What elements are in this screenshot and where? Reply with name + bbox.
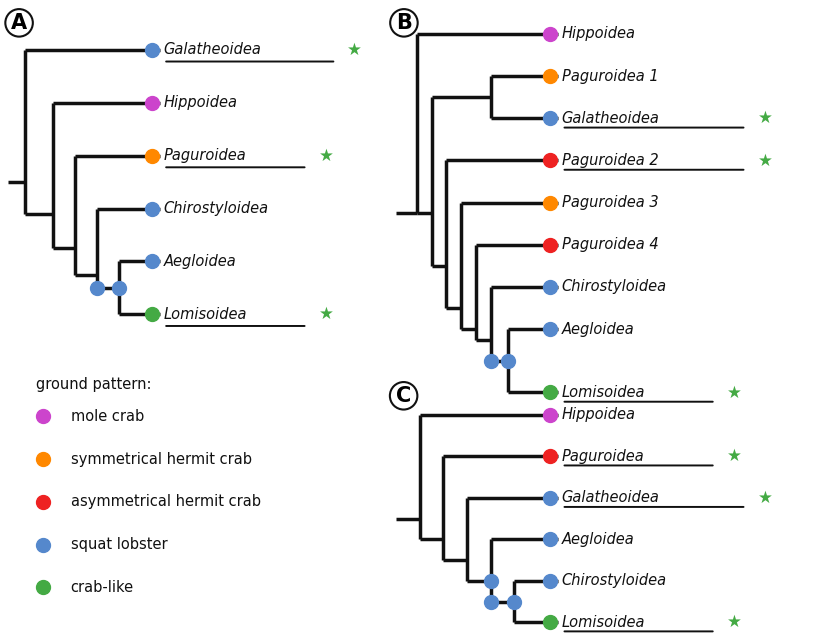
Point: [146, 257, 159, 267]
Text: Lomisoidea: Lomisoidea: [163, 307, 247, 322]
Text: Galatheoidea: Galatheoidea: [562, 111, 659, 126]
Point: [146, 309, 159, 320]
Text: crab-like: crab-like: [71, 580, 134, 595]
Text: ★: ★: [758, 489, 773, 507]
Text: squat lobster: squat lobster: [71, 537, 167, 552]
Text: Paguroidea: Paguroidea: [562, 449, 644, 464]
Text: Paguroidea 4: Paguroidea 4: [562, 237, 658, 252]
Point: [36, 496, 50, 507]
Text: Galatheoidea: Galatheoidea: [163, 42, 262, 57]
Point: [484, 356, 497, 366]
Point: [36, 411, 50, 421]
Text: Paguroidea: Paguroidea: [163, 148, 246, 163]
Text: C: C: [396, 386, 411, 406]
Point: [484, 575, 497, 586]
Text: Aegloidea: Aegloidea: [562, 322, 634, 337]
Point: [543, 387, 556, 397]
Text: Hippoidea: Hippoidea: [163, 95, 238, 111]
Text: Aegloidea: Aegloidea: [163, 254, 236, 269]
Text: Aegloidea: Aegloidea: [562, 532, 634, 547]
Point: [484, 596, 497, 606]
Text: ★: ★: [318, 305, 333, 323]
Point: [543, 324, 556, 334]
Point: [543, 534, 556, 545]
Text: symmetrical hermit crab: symmetrical hermit crab: [71, 451, 252, 467]
Text: ★: ★: [728, 448, 742, 466]
Text: Galatheoidea: Galatheoidea: [562, 491, 659, 505]
Text: B: B: [396, 13, 412, 33]
Point: [543, 197, 556, 208]
Text: A: A: [11, 13, 27, 33]
Point: [36, 582, 50, 592]
Point: [543, 113, 556, 123]
Text: Lomisoidea: Lomisoidea: [562, 615, 645, 629]
Text: ground pattern:: ground pattern:: [36, 377, 152, 392]
Point: [36, 454, 50, 464]
Point: [543, 451, 556, 462]
Text: asymmetrical hermit crab: asymmetrical hermit crab: [71, 494, 261, 509]
Text: Chirostyloidea: Chirostyloidea: [562, 280, 667, 294]
Point: [146, 45, 159, 55]
Point: [507, 596, 521, 606]
Text: Paguroidea 3: Paguroidea 3: [562, 195, 658, 210]
Text: Chirostyloidea: Chirostyloidea: [562, 574, 667, 588]
Point: [543, 410, 556, 420]
Point: [543, 29, 556, 39]
Point: [543, 156, 556, 166]
Point: [543, 575, 556, 586]
Point: [146, 98, 159, 108]
Text: ★: ★: [758, 152, 773, 170]
Point: [90, 283, 103, 293]
Point: [543, 71, 556, 81]
Point: [146, 203, 159, 213]
Text: Hippoidea: Hippoidea: [562, 407, 636, 422]
Text: ★: ★: [728, 613, 742, 631]
Text: mole crab: mole crab: [71, 409, 144, 424]
Text: ★: ★: [728, 383, 742, 401]
Point: [543, 617, 556, 628]
Text: Hippoidea: Hippoidea: [562, 26, 636, 41]
Point: [543, 282, 556, 292]
Text: ★: ★: [347, 41, 362, 59]
Text: Paguroidea 1: Paguroidea 1: [562, 69, 658, 84]
Text: ★: ★: [318, 147, 333, 165]
Point: [543, 240, 556, 250]
Point: [146, 150, 159, 161]
Point: [112, 283, 125, 293]
Point: [36, 539, 50, 550]
Text: Paguroidea 2: Paguroidea 2: [562, 153, 658, 168]
Point: [502, 356, 515, 366]
Text: Chirostyloidea: Chirostyloidea: [163, 201, 268, 216]
Point: [543, 493, 556, 503]
Text: ★: ★: [758, 109, 773, 127]
Text: Lomisoidea: Lomisoidea: [562, 385, 645, 400]
